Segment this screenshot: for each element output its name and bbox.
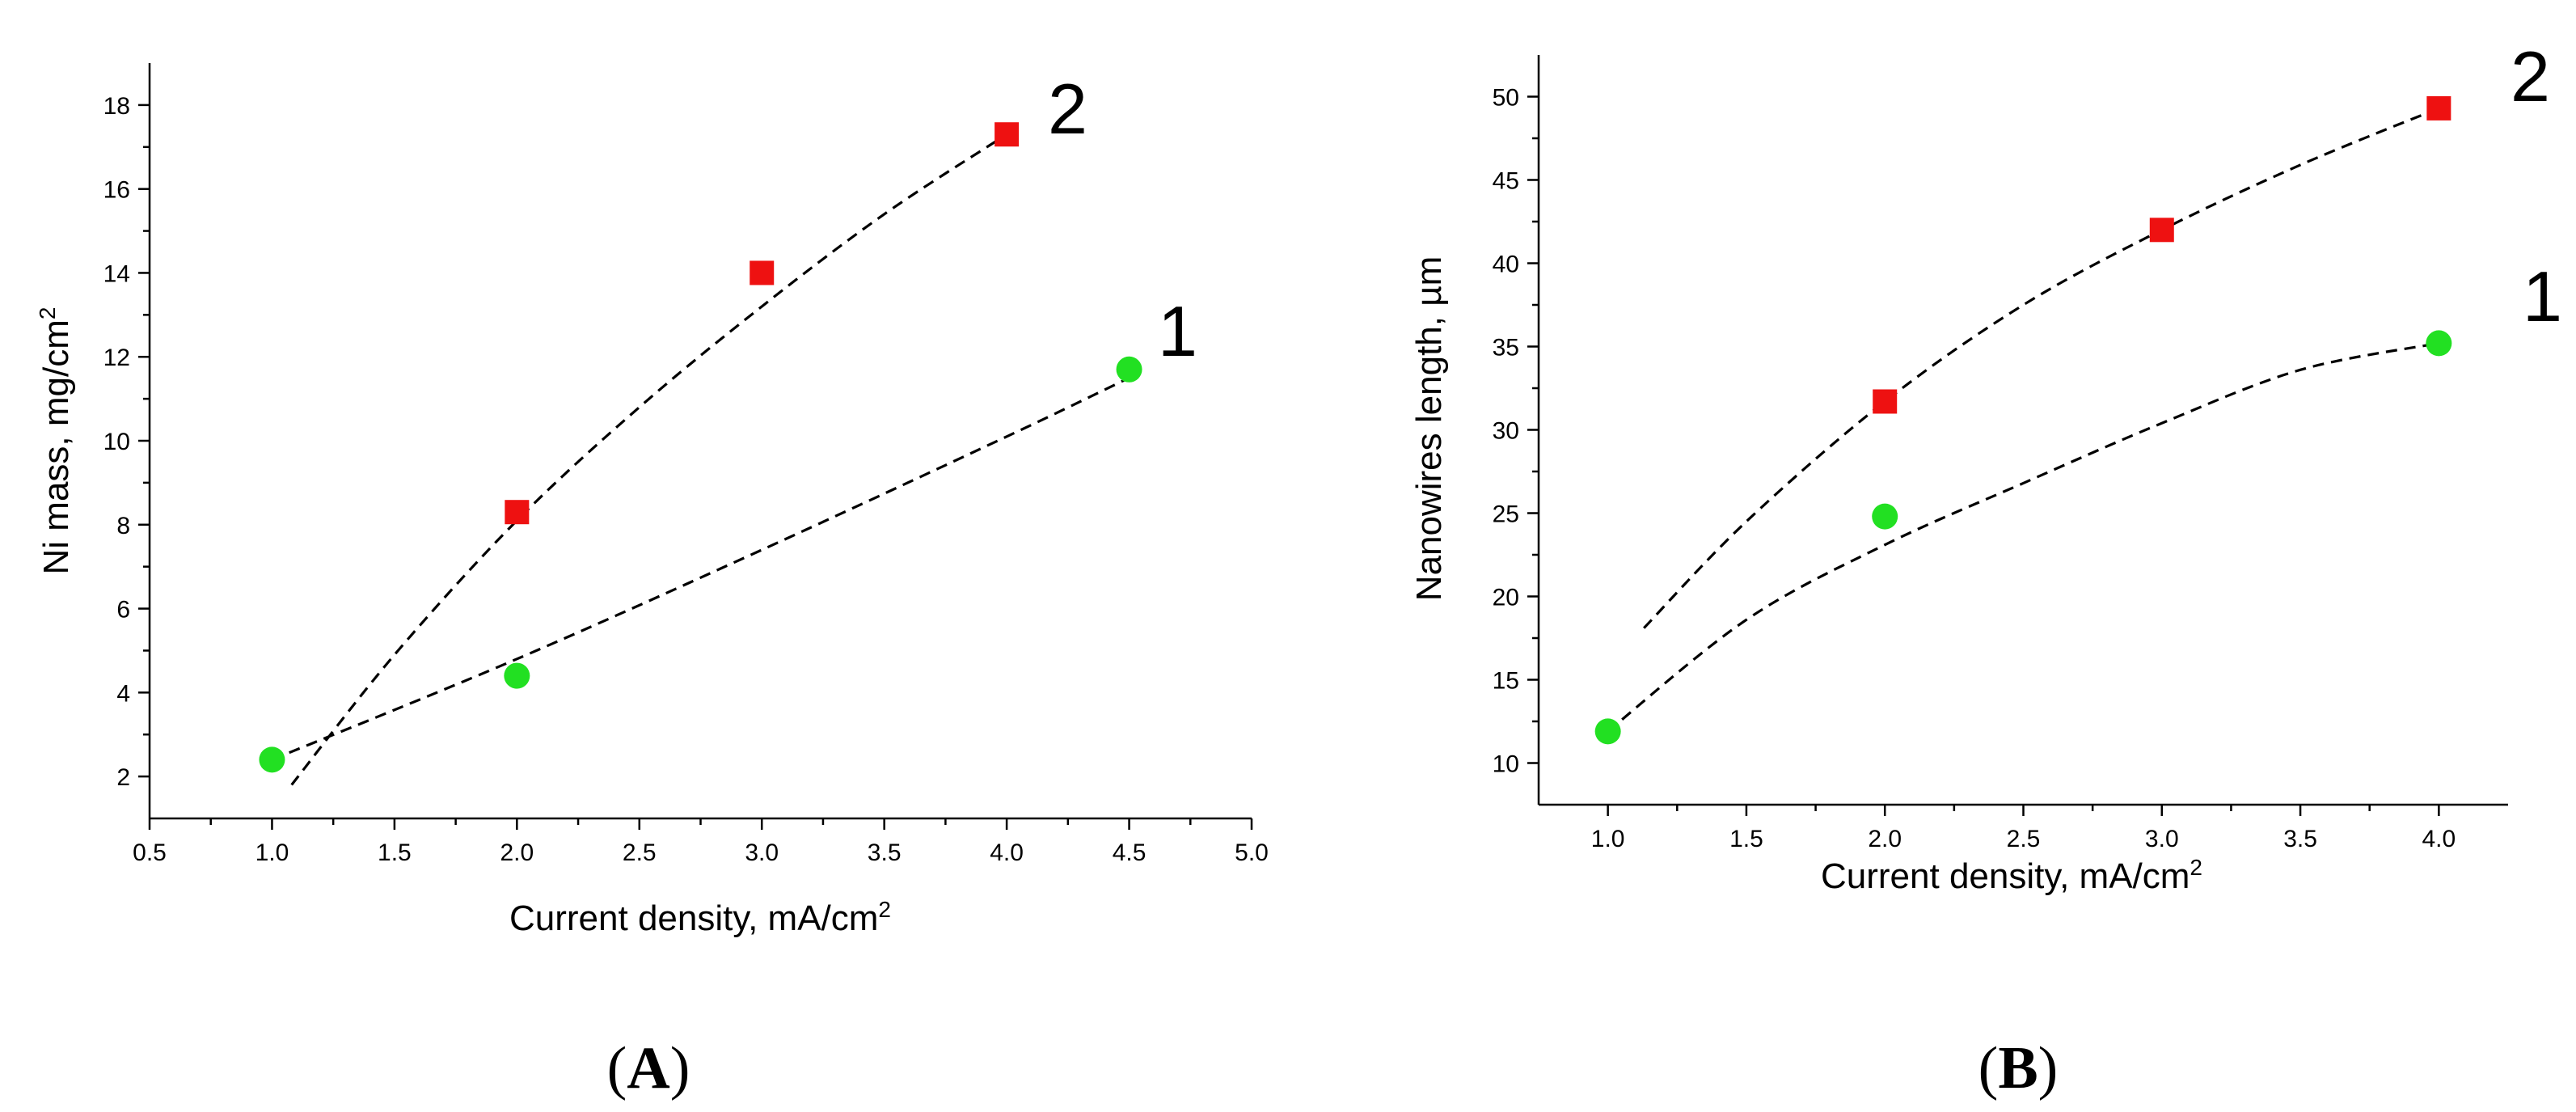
data-point-series-1 <box>1872 503 1898 530</box>
chart-b: 1.0 1.5 2.0 2.5 3.0 3.5 4.0101520253035404550 … <box>1409 36 2562 1101</box>
y-tick-label: 8 <box>116 513 130 539</box>
chart-a-series-1-label: 1 <box>1158 291 1197 371</box>
y-tick-label: 25 <box>1493 501 1519 528</box>
fit-curve-series-1 <box>1607 341 2439 733</box>
y-tick-label: 2 <box>116 764 130 791</box>
chart-a-y-axis-title: Ni mass, mg/cm2 <box>35 307 76 575</box>
chart-a-panel-label: (A) <box>607 1035 690 1101</box>
y-tick-label: 18 <box>103 93 130 120</box>
data-point-series-2 <box>750 260 775 285</box>
x-tick-label: 5.0 <box>1235 839 1269 866</box>
x-tick-label: 4.5 <box>1113 839 1147 866</box>
fit-curve-series-2 <box>1643 107 2439 629</box>
y-tick-label: 10 <box>103 429 130 455</box>
x-tick-label: 3.0 <box>2145 826 2179 852</box>
fit-curve-series-1 <box>271 376 1130 761</box>
data-point-series-1 <box>2426 330 2452 357</box>
data-point-series-2 <box>505 500 530 525</box>
x-tick-label: 0.5 <box>133 839 167 866</box>
chart-b-y-axis-title: Nanowires length, µm <box>1409 256 1449 601</box>
data-point-series-1 <box>259 746 285 773</box>
chart-b-series-2-label: 2 <box>2511 36 2550 116</box>
y-tick-label: 50 <box>1493 85 1519 112</box>
y-tick-label: 35 <box>1493 335 1519 362</box>
data-point-series-2 <box>995 122 1020 147</box>
chart-a: 0.5 1.0 1.5 2.0 2.5 3.0 3.5 4.0 4.5 5.02468101214… <box>35 63 1269 1101</box>
chart-b-series-1-label: 1 <box>2523 256 2562 336</box>
chart-a-fits <box>271 133 1130 786</box>
data-point-series-2 <box>2426 95 2451 121</box>
y-tick-label: 30 <box>1493 418 1519 445</box>
chart-b-ticks: 1.0 1.5 2.0 2.5 3.0 3.5 4.0 10 15 20 25 30 35 40 45 50 <box>1493 85 2456 853</box>
data-point-series-2 <box>2149 218 2174 243</box>
data-point-series-2 <box>1873 389 1898 414</box>
y-tick-label: 12 <box>103 345 130 371</box>
y-tick-label: 40 <box>1493 252 1519 278</box>
y-tick-label: 45 <box>1493 168 1519 195</box>
y-tick-label: 16 <box>103 177 130 204</box>
chart-a-series-2-label: 2 <box>1048 69 1087 149</box>
x-tick-label: 2.0 <box>500 839 534 866</box>
chart-b-panel-label: (B) <box>1978 1035 2059 1101</box>
chart-a-ticks: 0.5 1.0 1.5 2.0 2.5 3.0 3.5 4.0 4.5 5.0 2 4 6 8 10 12 14… <box>103 93 1269 866</box>
chart-b-fits <box>1607 107 2439 733</box>
data-point-series-1 <box>1116 356 1142 383</box>
x-tick-label: 3.5 <box>2283 826 2317 852</box>
x-tick-label: 4.0 <box>990 839 1024 866</box>
x-tick-label: 2.0 <box>1868 826 1902 852</box>
x-tick-label: 1.0 <box>1591 826 1625 852</box>
x-tick-label: 2.5 <box>623 839 657 866</box>
data-point-series-1 <box>504 662 530 689</box>
x-tick-label: 1.5 <box>1729 826 1763 852</box>
x-tick-label: 4.0 <box>2422 826 2456 852</box>
y-tick-label: 6 <box>116 597 130 624</box>
x-tick-label: 2.5 <box>2007 826 2041 852</box>
chart-b-x-axis-title: Current density, mA/cm2 <box>1821 855 2202 896</box>
x-tick-label: 3.0 <box>745 839 779 866</box>
chart-a-markers <box>259 122 1142 773</box>
fit-curve-series-2 <box>290 133 1007 786</box>
chart-b-markers <box>1594 95 2452 745</box>
x-tick-label: 1.0 <box>255 839 289 866</box>
chart-a-x-axis-title: Current density, mA/cm2 <box>509 897 891 938</box>
y-tick-label: 14 <box>103 260 130 287</box>
y-tick-label: 15 <box>1493 668 1519 695</box>
y-tick-label: 20 <box>1493 585 1519 611</box>
data-point-series-1 <box>1594 718 1621 745</box>
x-tick-label: 1.5 <box>378 839 412 866</box>
y-tick-label: 4 <box>116 680 130 707</box>
y-tick-label: 10 <box>1493 751 1519 778</box>
x-tick-label: 3.5 <box>868 839 902 866</box>
